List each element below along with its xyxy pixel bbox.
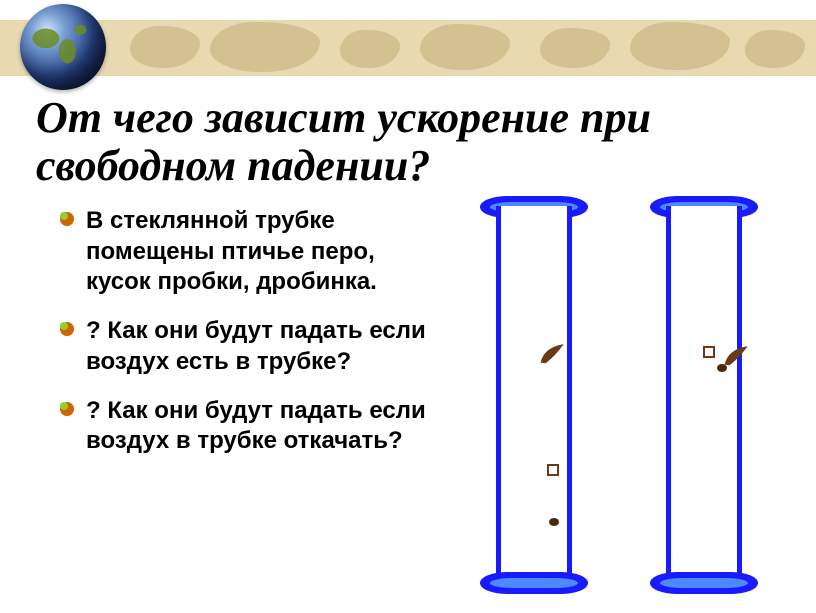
feather-icon — [535, 341, 569, 366]
tube-vacuum — [650, 196, 758, 594]
tube-with-air — [480, 196, 588, 594]
bullet-list: В стеклянной трубке помещены птичье перо… — [60, 206, 436, 475]
tube-body — [666, 206, 742, 584]
list-item: ? Как они будут падать если воздух есть … — [60, 316, 436, 377]
list-item-text: ? Как они будут падать если воздух есть … — [86, 316, 436, 377]
list-item-text: ? Как они будут падать если воздух в тру… — [86, 396, 436, 457]
pellet-icon — [549, 518, 559, 526]
tube-cap-icon — [650, 572, 758, 594]
list-item-text: В стеклянной трубке помещены птичье перо… — [86, 206, 436, 298]
cork-icon — [703, 346, 715, 358]
cork-icon — [547, 464, 559, 476]
globe-icon — [20, 4, 106, 90]
bullet-icon — [60, 402, 74, 416]
map-continent-icon — [130, 26, 200, 68]
tube-cap-icon — [480, 572, 588, 594]
map-continent-icon — [540, 28, 610, 68]
question-mark: ? — [86, 397, 107, 424]
list-item: ? Как они будут падать если воздух в тру… — [60, 396, 436, 457]
bullet-icon — [60, 212, 74, 226]
bullet-icon — [60, 322, 74, 336]
tubes-diagram — [470, 196, 800, 596]
map-continent-icon — [630, 22, 730, 70]
header-map-band — [0, 20, 816, 76]
map-continent-icon — [340, 30, 400, 68]
map-continent-icon — [210, 22, 320, 72]
pellet-icon — [717, 364, 727, 372]
list-item: В стеклянной трубке помещены птичье перо… — [60, 206, 436, 298]
question-mark: ? — [86, 317, 107, 344]
tube-body — [496, 206, 572, 584]
map-continent-icon — [745, 30, 805, 68]
map-continent-icon — [420, 24, 510, 70]
page-title: От чего зависит ускорение при свободном … — [36, 94, 776, 189]
